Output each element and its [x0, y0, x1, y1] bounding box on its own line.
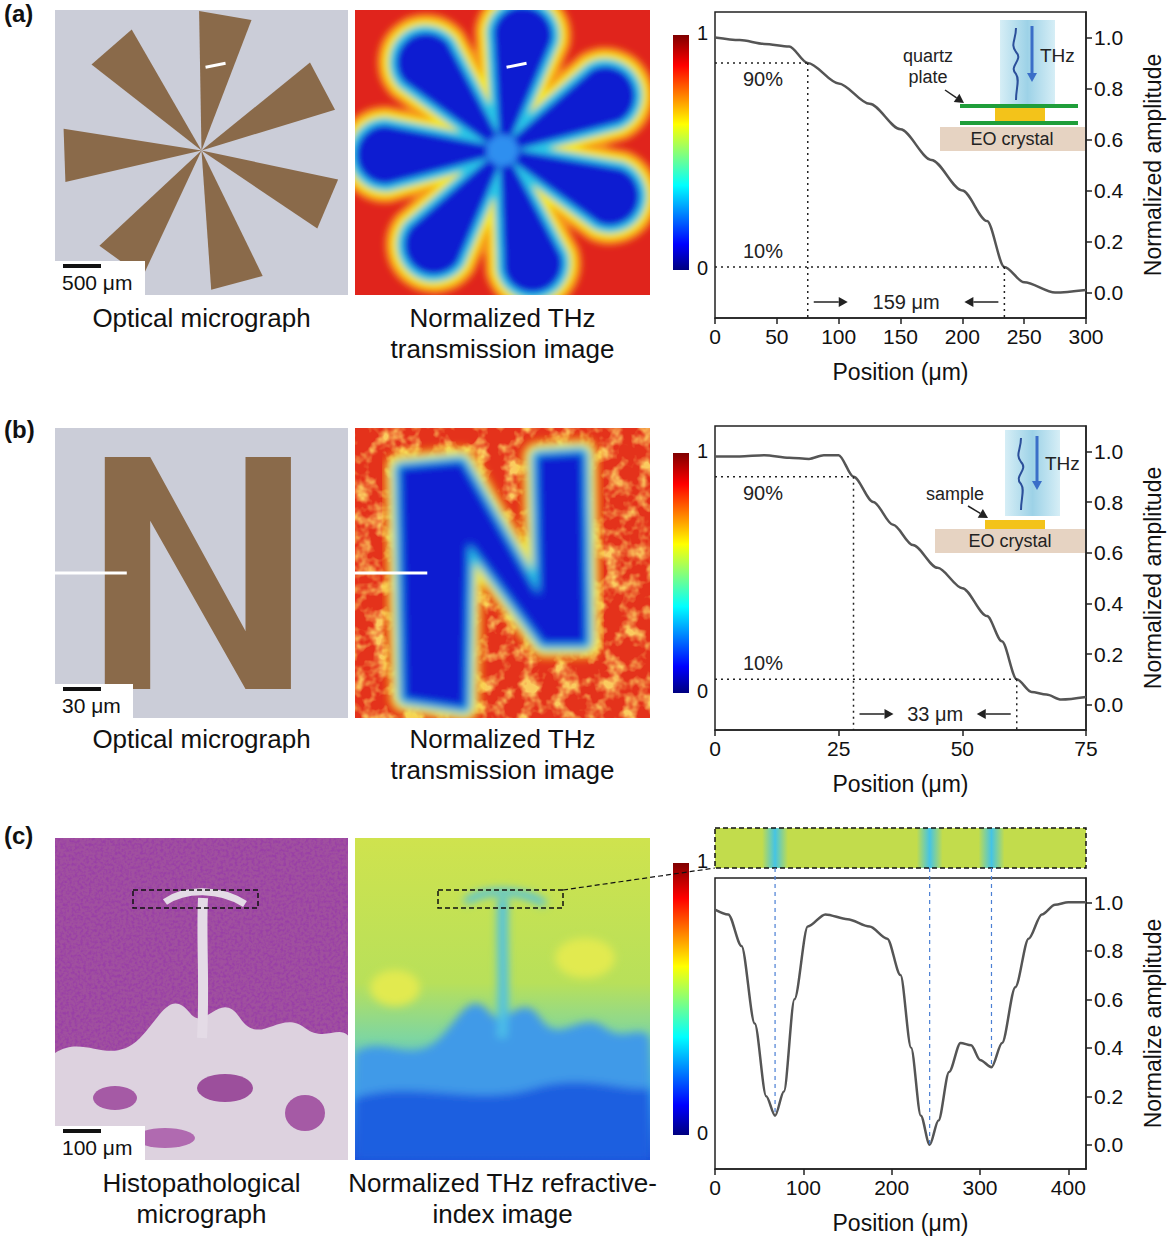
svg-text:10%: 10%	[743, 240, 783, 262]
svg-text:90%: 90%	[743, 482, 783, 504]
svg-text:Position (μm): Position (μm)	[833, 1210, 969, 1236]
svg-text:0.0: 0.0	[1094, 281, 1123, 304]
svg-text:0.4: 0.4	[1094, 179, 1124, 202]
svg-text:0.2: 0.2	[1094, 643, 1123, 666]
html-text:Normalized THz transmission im: Normalized THz transmission image	[390, 303, 615, 364]
html-text:Optical micrograph: Optical micrograph	[92, 303, 311, 333]
svg-text:0.8: 0.8	[1094, 491, 1123, 514]
svg-text:Position (μm): Position (μm)	[833, 771, 969, 797]
svg-text:1: 1	[697, 850, 708, 872]
svg-text:25: 25	[827, 737, 850, 760]
svg-text:0: 0	[709, 737, 721, 760]
svg-text:0.4: 0.4	[1094, 1036, 1124, 1059]
svg-text:200: 200	[874, 1176, 909, 1199]
html-text:Normalized THz transmission im: Normalized THz transmission image	[390, 724, 615, 785]
svg-text:1.0: 1.0	[1094, 26, 1123, 49]
svg-text:50: 50	[765, 325, 788, 348]
svg-text:Normalized amplitude: Normalized amplitude	[1140, 467, 1166, 689]
svg-text:Normalize amplitude: Normalize amplitude	[1140, 919, 1166, 1129]
svg-text:50: 50	[951, 737, 974, 760]
svg-text:159 μm: 159 μm	[873, 291, 940, 313]
svg-text:0.0: 0.0	[1094, 693, 1123, 716]
svg-text:150: 150	[883, 325, 918, 348]
svg-text:0.4: 0.4	[1094, 592, 1124, 615]
svg-text:300: 300	[1068, 325, 1103, 348]
svg-text:500 μm: 500 μm	[62, 271, 132, 294]
svg-text:1: 1	[697, 440, 708, 462]
svg-text:THz: THz	[1045, 453, 1080, 474]
html-text:Histopathological micrograph: Histopathological micrograph	[102, 1168, 301, 1229]
svg-text:EO crystal: EO crystal	[970, 129, 1053, 149]
svg-text:400: 400	[1051, 1176, 1086, 1199]
svg-text:250: 250	[1007, 325, 1042, 348]
svg-text:0.2: 0.2	[1094, 1085, 1123, 1108]
svg-text:33 μm: 33 μm	[907, 703, 963, 725]
svg-text:0.8: 0.8	[1094, 77, 1123, 100]
svg-text:90%: 90%	[743, 68, 783, 90]
svg-text:0.2: 0.2	[1094, 230, 1123, 253]
svg-text:0: 0	[697, 680, 708, 702]
svg-text:EO crystal: EO crystal	[968, 531, 1051, 551]
svg-text:0.6: 0.6	[1094, 541, 1123, 564]
svg-text:sample: sample	[926, 484, 984, 504]
svg-text:10%: 10%	[743, 652, 783, 674]
svg-text:30 μm: 30 μm	[62, 694, 121, 717]
html-text:(c): (c)	[4, 822, 34, 849]
svg-text:quartzplate: quartzplate	[903, 46, 953, 87]
svg-text:100: 100	[786, 1176, 821, 1199]
svg-text:0: 0	[697, 257, 708, 279]
svg-text:0: 0	[709, 325, 721, 348]
svg-text:1.0: 1.0	[1094, 891, 1123, 914]
svg-text:200: 200	[945, 325, 980, 348]
svg-text:100 μm: 100 μm	[62, 1136, 132, 1159]
svg-text:0: 0	[709, 1176, 721, 1199]
svg-text:Normalized amplitude: Normalized amplitude	[1140, 54, 1166, 276]
svg-text:0: 0	[697, 1122, 708, 1144]
svg-text:100: 100	[821, 325, 856, 348]
svg-text:Position (μm): Position (μm)	[833, 359, 969, 385]
html-text:(b): (b)	[4, 416, 35, 443]
svg-text:300: 300	[962, 1176, 997, 1199]
svg-text:1: 1	[697, 22, 708, 44]
svg-text:THz: THz	[1040, 45, 1075, 66]
svg-text:0.6: 0.6	[1094, 988, 1123, 1011]
html-text:Normalized THz refractive-inde: Normalized THz refractive-index image	[348, 1168, 657, 1229]
svg-text:1.0: 1.0	[1094, 440, 1123, 463]
svg-text:0.6: 0.6	[1094, 128, 1123, 151]
svg-text:0.8: 0.8	[1094, 939, 1123, 962]
html-text:Optical micrograph: Optical micrograph	[92, 724, 311, 754]
svg-text:75: 75	[1074, 737, 1097, 760]
svg-text:0.0: 0.0	[1094, 1133, 1123, 1156]
html-text:(a): (a)	[4, 0, 34, 27]
